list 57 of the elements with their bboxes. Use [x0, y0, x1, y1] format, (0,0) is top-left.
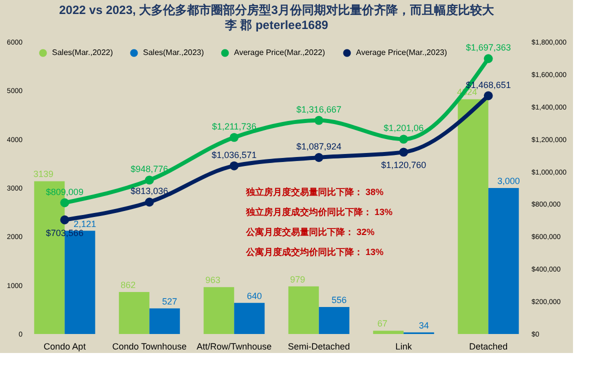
data-label: $1,120,760	[381, 160, 426, 170]
data-label: $1,036,571	[212, 150, 257, 160]
point	[60, 215, 70, 224]
data-label: 3139	[33, 169, 54, 180]
bar	[488, 188, 519, 334]
bar	[234, 302, 265, 334]
x-tick-label: Link	[395, 342, 412, 352]
x-tick-label: Detached	[469, 342, 508, 352]
point	[399, 134, 408, 144]
bar	[118, 292, 150, 334]
annotation: 公寓月度成交均价同比下降： 13%	[245, 247, 384, 257]
point	[399, 148, 408, 157]
data-label: $1,211,736	[212, 121, 256, 132]
x-tick-label: Semi-Detached	[288, 342, 350, 352]
x-tick-label: Att/Row/Twnhouse	[196, 342, 272, 352]
data-label: 556	[332, 294, 347, 305]
x-tick-label: Condo Townhouse	[112, 342, 187, 352]
data-label: $1,316,667	[296, 104, 342, 114]
data-label: $809,009	[46, 186, 84, 197]
legend-label: Average Price(Mar.,2023)	[356, 48, 448, 57]
legend-label: Average Price(Mar.,2022)	[234, 48, 326, 57]
bar	[373, 330, 404, 334]
chart-title: 2022 vs 2023, 大多伦多都市圈部分房型3月份同期对比量价齐降，而且幅度比较大	[59, 3, 495, 17]
data-label: 640	[246, 290, 262, 301]
point	[484, 91, 493, 100]
data-label: 979	[290, 274, 306, 284]
point	[230, 161, 239, 170]
point	[314, 153, 324, 162]
point	[144, 198, 154, 207]
bar	[149, 308, 180, 334]
data-label: $813,036	[130, 186, 168, 196]
annotation: 公寓月度交易量同比下降： 32%	[245, 227, 375, 237]
data-label: 963	[205, 275, 220, 286]
chart-subtitle: 李 郡 peterlee1689	[224, 18, 329, 32]
bar	[458, 99, 488, 334]
legend-label: Sales(Mar.,2023)	[143, 48, 204, 57]
bar	[318, 306, 350, 334]
point	[60, 198, 70, 208]
point	[484, 54, 493, 64]
data-label: 2,121	[74, 218, 96, 229]
annotation: 独立房月度交易量同比下降： 38%	[245, 187, 384, 197]
data-label: 527	[162, 296, 178, 306]
data-label: $1,697,363	[466, 42, 511, 53]
data-label: $1,201,06	[384, 123, 424, 134]
x-tick-label: Condo Apt	[44, 342, 86, 352]
point	[314, 116, 324, 125]
bar	[288, 286, 319, 334]
data-label: $1,087,924	[296, 142, 342, 152]
data-label: 862	[120, 280, 136, 290]
bar	[204, 287, 234, 334]
legend-label: Sales(Mar.,2022)	[52, 48, 114, 57]
point	[230, 132, 239, 142]
data-label: 67	[377, 318, 388, 329]
annotation: 独立房月度成交均价同比下降： 13%	[245, 207, 393, 217]
data-label: 3,000	[497, 176, 520, 186]
data-label: 34	[418, 320, 429, 330]
point	[144, 176, 154, 185]
